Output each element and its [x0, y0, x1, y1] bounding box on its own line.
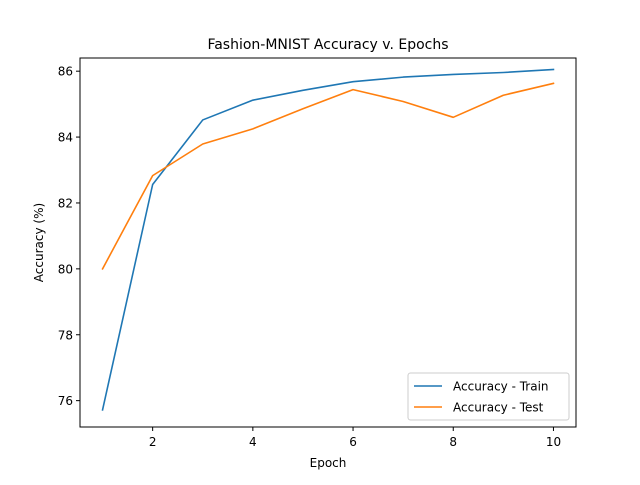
x-axis-ticks: 2 4 6 8 10	[149, 427, 561, 449]
axes-frame	[79, 57, 577, 428]
plot-area	[101, 68, 555, 411]
x-tick-label: 6	[349, 435, 357, 449]
chart-title: Fashion-MNIST Accuracy v. Epochs	[207, 37, 448, 53]
y-tick-label: 80	[58, 262, 73, 276]
series-line-train	[101, 68, 555, 411]
y-axis-ticks: 76 78 80 82 84 86	[58, 65, 80, 408]
y-axis-label: Accuracy (%)	[32, 203, 46, 282]
legend-label: Accuracy - Test	[453, 401, 544, 415]
x-axis-label: Epoch	[310, 456, 347, 470]
x-tick-label: 4	[249, 435, 257, 449]
y-tick-label: 86	[58, 65, 73, 79]
x-tick-label: 2	[149, 435, 157, 449]
y-tick-label: 82	[58, 196, 73, 210]
y-tick-label: 84	[58, 131, 73, 145]
legend-label: Accuracy - Train	[453, 380, 549, 394]
series-line-test	[101, 82, 555, 270]
y-tick-label: 76	[58, 394, 73, 408]
legend: Accuracy - Train Accuracy - Test	[407, 372, 570, 421]
x-tick-label: 8	[449, 435, 457, 449]
legend-box	[407, 372, 570, 421]
y-tick-label: 78	[58, 328, 73, 342]
x-tick-label: 10	[546, 435, 561, 449]
